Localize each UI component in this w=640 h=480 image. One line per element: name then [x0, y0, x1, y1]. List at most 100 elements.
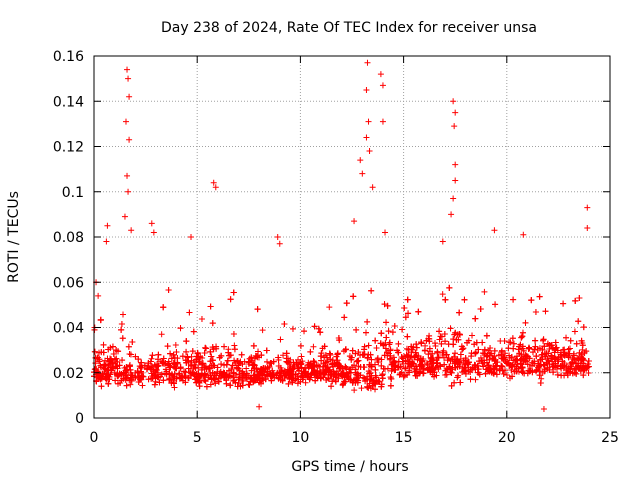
data-point — [374, 356, 381, 363]
data-point — [438, 340, 445, 347]
data-point — [364, 355, 371, 362]
data-point — [335, 335, 342, 342]
data-point — [190, 328, 197, 335]
data-point — [454, 374, 461, 381]
data-point — [540, 361, 547, 368]
data-point — [126, 93, 133, 100]
data-point — [505, 345, 512, 352]
data-point — [334, 351, 341, 358]
data-point — [195, 370, 202, 377]
data-point — [367, 376, 374, 383]
data-point — [230, 370, 237, 377]
data-point — [231, 346, 238, 353]
data-point — [339, 382, 346, 389]
data-point — [439, 238, 446, 245]
data-point — [141, 362, 148, 369]
data-point — [126, 362, 133, 369]
data-point — [342, 363, 349, 370]
data-point — [537, 356, 544, 363]
data-point — [542, 308, 549, 315]
data-point — [366, 148, 373, 155]
data-point — [264, 358, 271, 365]
data-point — [514, 357, 521, 364]
data-point — [528, 297, 535, 304]
data-point — [305, 370, 312, 377]
data-point — [94, 354, 101, 361]
data-point — [260, 365, 267, 372]
data-point — [189, 348, 196, 355]
data-point — [340, 348, 347, 355]
data-point — [537, 362, 544, 369]
data-point — [155, 374, 162, 381]
data-point — [520, 359, 527, 366]
data-point — [357, 364, 364, 371]
data-point — [106, 376, 113, 383]
data-point — [475, 369, 482, 376]
data-point — [377, 71, 384, 78]
data-point — [519, 369, 526, 376]
data-point — [571, 366, 578, 373]
data-point — [107, 344, 114, 351]
data-point — [211, 376, 218, 383]
data-point — [235, 362, 242, 369]
data-point — [385, 328, 392, 335]
data-point — [551, 349, 558, 356]
data-point — [567, 368, 574, 375]
data-point — [224, 357, 231, 364]
data-point — [489, 355, 496, 362]
data-point — [372, 366, 379, 373]
data-point — [554, 356, 561, 363]
data-point — [519, 329, 526, 336]
data-point — [314, 374, 321, 381]
data-point — [151, 381, 158, 388]
data-point — [256, 403, 263, 410]
data-point — [404, 296, 411, 303]
data-point — [276, 240, 283, 247]
data-point — [188, 234, 195, 240]
data-point — [565, 346, 572, 353]
data-point — [563, 334, 570, 341]
data-point — [480, 363, 487, 370]
data-point — [544, 340, 551, 347]
data-point — [271, 374, 278, 381]
data-point — [359, 170, 366, 177]
data-point — [412, 372, 419, 379]
data-point — [568, 363, 575, 370]
data-point — [369, 184, 376, 191]
data-point — [250, 361, 257, 368]
data-point — [395, 340, 402, 347]
data-point — [350, 293, 357, 300]
data-point — [213, 343, 220, 350]
data-point — [560, 300, 567, 307]
data-point — [306, 376, 313, 383]
data-point — [565, 354, 572, 361]
x-tick-label: 10 — [291, 430, 309, 446]
data-point — [102, 374, 109, 381]
data-point — [477, 305, 484, 312]
data-point — [502, 350, 509, 357]
data-point — [296, 367, 303, 374]
data-point — [531, 346, 538, 353]
data-point — [405, 310, 412, 317]
axis-ticks — [93, 55, 611, 419]
data-point — [450, 341, 457, 348]
data-point — [429, 350, 436, 357]
data-point — [317, 329, 324, 336]
data-point — [276, 370, 283, 377]
data-point — [330, 368, 337, 375]
data-points — [91, 59, 592, 412]
data-point — [448, 211, 455, 218]
data-point — [209, 320, 216, 327]
chart-title: Day 238 of 2024, Rate Of TEC Index for r… — [161, 20, 537, 36]
data-point — [385, 350, 392, 357]
data-point — [255, 374, 262, 381]
data-point — [275, 354, 282, 361]
data-point — [585, 363, 592, 370]
data-point — [540, 336, 547, 343]
data-point — [328, 383, 335, 390]
data-point — [230, 330, 237, 337]
data-point — [264, 368, 271, 375]
data-point — [203, 383, 210, 390]
data-point — [372, 381, 379, 388]
data-point — [413, 341, 420, 348]
